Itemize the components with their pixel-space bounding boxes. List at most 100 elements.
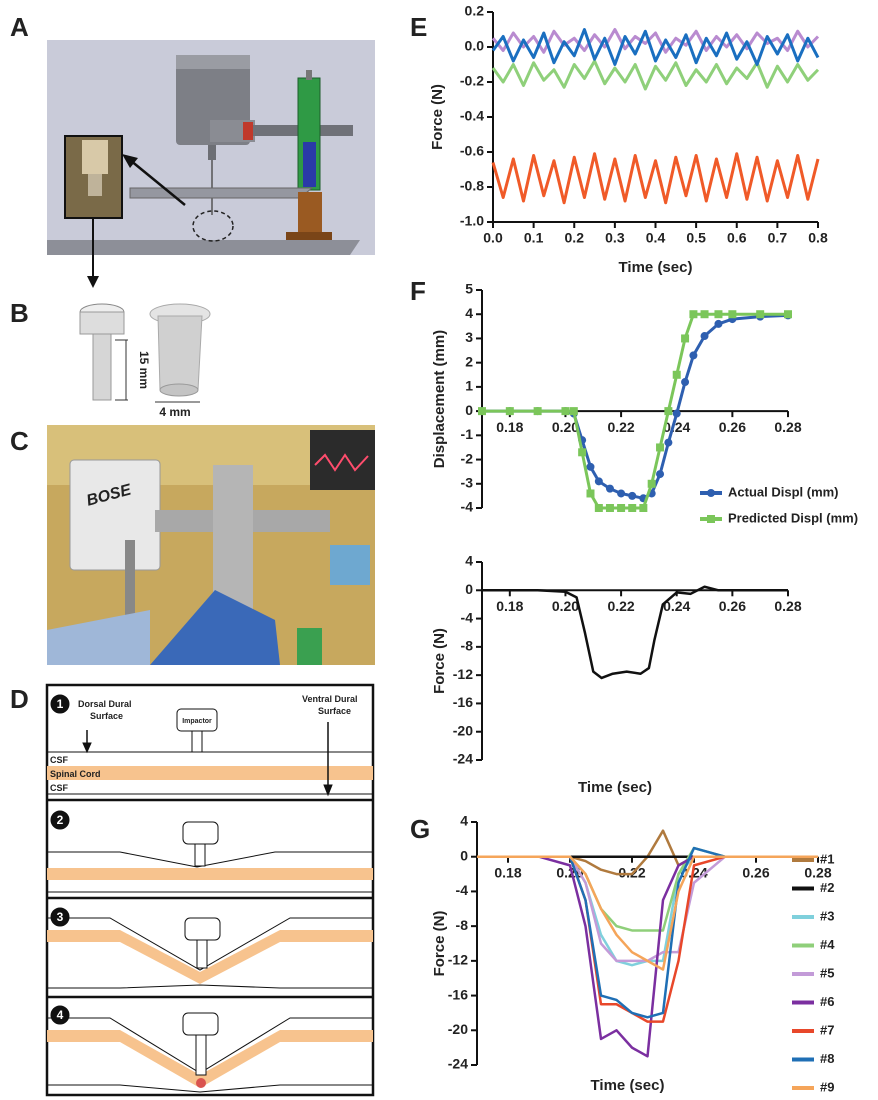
x-tick-label: 0.2 (565, 230, 585, 246)
data-point (605, 484, 614, 493)
legend-label: Actual Displ (mm) (728, 484, 839, 499)
data-line (477, 855, 818, 1023)
x-tick-label: 0.18 (496, 419, 523, 435)
legend-label: #7 (820, 1022, 834, 1037)
data-point (784, 310, 792, 319)
y-tick-label: -12 (453, 666, 473, 682)
legend-label: #8 (820, 1051, 834, 1066)
layer-label: Spinal Cord (50, 769, 101, 779)
y-tick-label: 3 (465, 329, 473, 345)
y-tick-label: -20 (453, 722, 473, 738)
data-point (605, 504, 614, 512)
y-tick-label: -12 (448, 952, 468, 968)
layer-label: CSF (50, 783, 69, 793)
x-tick-label: 0.22 (607, 598, 634, 614)
y-tick-label: -24 (453, 751, 473, 767)
data-point (533, 407, 542, 416)
y-tick-label: -24 (448, 1056, 468, 1072)
y-tick-label: 0 (465, 402, 473, 418)
x-axis-label: Time (sec) (578, 779, 652, 796)
y-tick-label: -4 (461, 609, 474, 625)
x-tick-label: 0.20 (552, 598, 579, 614)
data-line (491, 28, 820, 66)
schematic-labels: 1 2 3 4 Dorsal Dural Surface Impactor Ve… (50, 694, 358, 1022)
y-tick-label: 2 (465, 353, 473, 369)
legend-label: #1 (820, 851, 834, 866)
y-tick-label: 4 (465, 553, 473, 569)
x-tick-label: 0.26 (719, 419, 746, 435)
y-tick-label: 4 (460, 813, 468, 829)
x-tick-label: 0.20 (552, 419, 579, 435)
x-tick-label: 0.26 (719, 598, 746, 614)
step-number: 2 (57, 813, 64, 827)
x-tick-label: 0.6 (727, 230, 747, 246)
data-point (714, 310, 723, 319)
data-point (689, 351, 698, 360)
y-tick-label: 0 (465, 581, 473, 597)
y-tick-label: -4 (456, 882, 469, 898)
panel-label: A (10, 12, 29, 42)
data-line (491, 59, 820, 91)
impactor-label: Impactor (182, 718, 212, 725)
data-point (578, 448, 587, 457)
y-tick-label: -16 (453, 694, 473, 710)
y-axis-label: Force (N) (431, 628, 448, 694)
x-tick-label: 0.8 (808, 230, 828, 246)
y-tick-label: -8 (456, 917, 469, 933)
data-point (700, 332, 709, 341)
legend-label: Predicted Displ (mm) (728, 510, 858, 525)
data-point (664, 438, 673, 447)
device-schematic (47, 40, 375, 288)
y-tick-label: -2 (461, 450, 474, 466)
panel-label: E (410, 12, 427, 42)
y-tick-label: -0.4 (460, 108, 484, 124)
ventral-label: Ventral Dural (302, 694, 358, 704)
y-tick-label: 0 (460, 847, 468, 863)
y-axis-label: Displacement (mm) (431, 330, 448, 468)
panel-label: F (410, 276, 426, 306)
x-tick-label: 0.24 (663, 419, 690, 435)
y-tick-label: -0.2 (460, 73, 484, 89)
data-point (505, 407, 514, 416)
y-tick-label: -1.0 (460, 213, 484, 229)
data-point (561, 407, 570, 416)
data-point (594, 504, 603, 512)
x-axis-label: Time (sec) (619, 259, 693, 276)
y-axis-label: Force (N) (429, 84, 446, 150)
x-tick-label: 0.7 (768, 230, 788, 246)
data-point (672, 370, 681, 379)
y-tick-label: -16 (448, 986, 468, 1002)
data-point (700, 310, 709, 319)
x-tick-label: 0.28 (774, 598, 801, 614)
data-point (664, 407, 673, 416)
step-number: 4 (57, 1008, 64, 1022)
y-tick-label: -3 (461, 474, 474, 490)
data-point (586, 462, 595, 471)
legend-label: #3 (820, 908, 834, 923)
legend-label: #6 (820, 994, 834, 1009)
x-tick-label: 0.0 (483, 230, 503, 246)
x-tick-label: 0.5 (686, 230, 706, 246)
legend-marker (707, 515, 715, 523)
y-tick-label: -20 (448, 1021, 468, 1037)
data-line (477, 855, 818, 1058)
data-line (477, 855, 818, 971)
compression-schematic (45, 683, 375, 1097)
x-tick-label: 0.4 (646, 230, 666, 246)
legend-label: #5 (820, 965, 834, 980)
data-point (689, 310, 698, 319)
legend-label: #4 (820, 937, 835, 952)
data-point (681, 334, 690, 343)
y-tick-label: 1 (465, 378, 473, 394)
y-tick-label: -4 (461, 499, 474, 515)
x-axis-label: Time (sec) (591, 1077, 665, 1094)
surgical-photo: BOSE (47, 425, 375, 665)
data-line (482, 585, 788, 680)
dimension-label: 4 mm (159, 405, 190, 419)
x-tick-label: 0.1 (524, 230, 544, 246)
legend-marker (707, 489, 715, 497)
y-tick-label: 4 (465, 305, 473, 321)
x-tick-label: 0.26 (742, 864, 769, 880)
step-number: 3 (57, 910, 64, 924)
data-point (628, 504, 637, 512)
